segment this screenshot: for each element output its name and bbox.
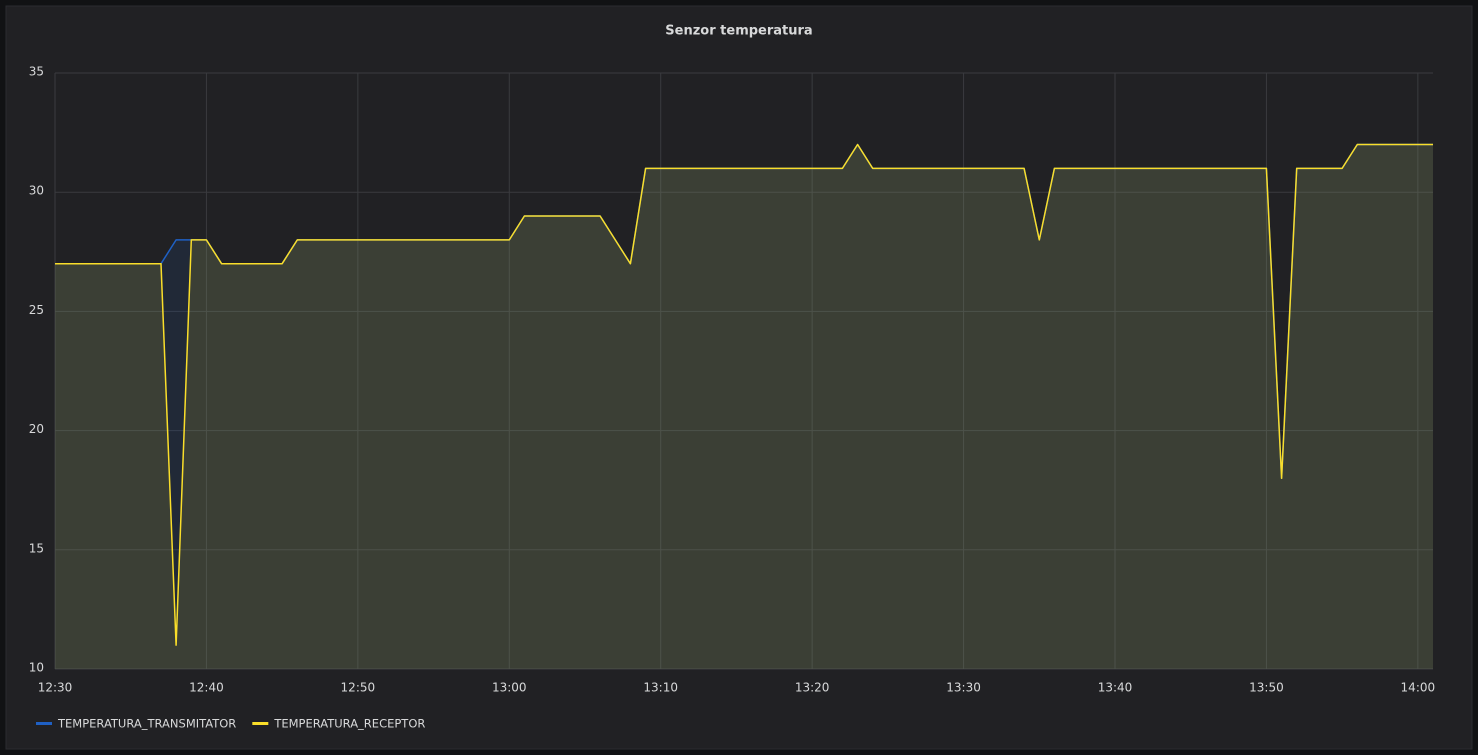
y-tick-label: 35 <box>29 65 44 79</box>
x-tick-label: 13:00 <box>492 681 527 695</box>
x-tick-label: 14:00 <box>1401 681 1436 695</box>
area-fill <box>55 144 1433 669</box>
area-fill <box>55 144 1433 669</box>
legend-swatch <box>252 722 269 725</box>
x-tick-label: 12:30 <box>38 681 73 695</box>
y-tick-label: 15 <box>29 541 44 555</box>
legend-label: TEMPERATURA_RECEPTOR <box>273 717 425 731</box>
x-tick-label: 12:40 <box>189 681 224 695</box>
legend-swatch <box>36 722 52 725</box>
x-tick-label: 13:50 <box>1249 681 1284 695</box>
x-tick-label: 13:40 <box>1098 681 1133 695</box>
x-tick-label: 13:20 <box>795 681 830 695</box>
y-tick-label: 30 <box>29 184 44 198</box>
legend-label: TEMPERATURA_TRANSMITATOR <box>57 717 236 731</box>
panel <box>5 5 1473 750</box>
x-tick-label: 13:30 <box>946 681 981 695</box>
x-tick-label: 12:50 <box>341 681 376 695</box>
y-tick-label: 20 <box>29 422 44 436</box>
chart-title: Senzor temperatura <box>665 24 812 39</box>
y-tick-label: 10 <box>29 661 44 675</box>
x-tick-label: 13:10 <box>643 681 678 695</box>
y-tick-label: 25 <box>29 303 44 317</box>
series-line <box>55 143 1433 646</box>
